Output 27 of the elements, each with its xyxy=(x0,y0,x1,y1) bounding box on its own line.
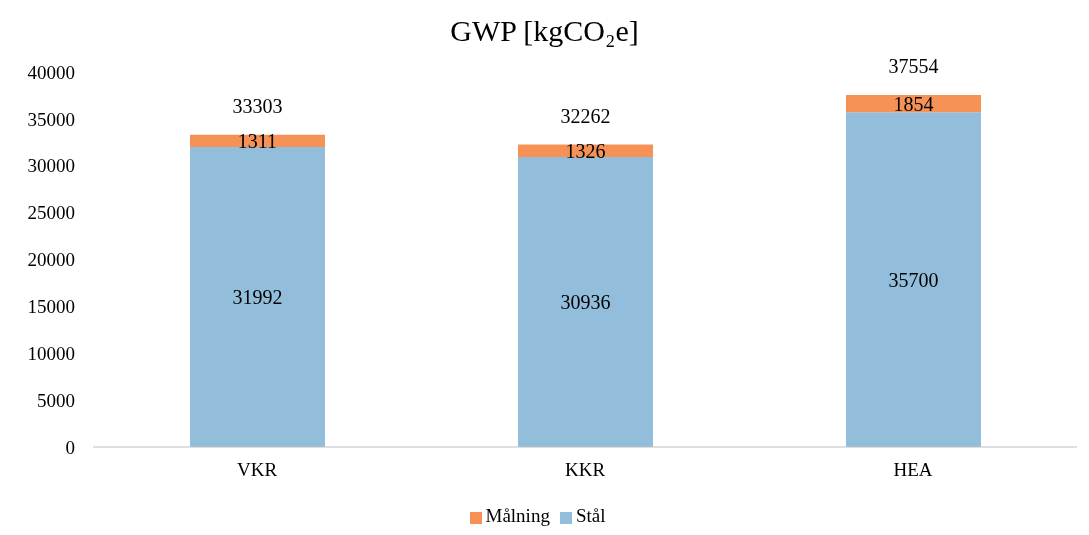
y-tick-label: 20000 xyxy=(27,249,75,271)
y-tick-label: 10000 xyxy=(27,342,75,364)
data-label: 35700 xyxy=(888,268,939,291)
y-tick-label: 30000 xyxy=(27,155,75,177)
data-label: 1311 xyxy=(237,130,278,153)
y-tick-label: 25000 xyxy=(27,202,75,224)
x-tick-label: KKR xyxy=(564,459,606,481)
data-label: 1326 xyxy=(565,139,606,162)
y-tick-label: 35000 xyxy=(27,108,75,130)
total-label: 37554 xyxy=(888,54,939,77)
data-label: 31992 xyxy=(232,286,283,309)
data-label: 30936 xyxy=(560,291,611,314)
bar xyxy=(518,156,653,447)
legend-label: Stål xyxy=(575,505,606,526)
bar xyxy=(190,147,325,447)
y-tick-label: 40000 xyxy=(27,61,75,83)
x-tick-label: VKR xyxy=(236,459,278,481)
chart-title: GWP [kgCO₂e] xyxy=(449,13,640,49)
bar xyxy=(846,112,981,447)
y-tick-label: 5000 xyxy=(37,389,75,411)
y-tick-label: 0 xyxy=(65,436,75,458)
data-label: 1854 xyxy=(893,92,934,115)
total-label: 33303 xyxy=(232,94,283,117)
y-tick-label: 15000 xyxy=(27,296,75,318)
legend-label: Målning xyxy=(485,505,550,526)
total-label: 32262 xyxy=(560,104,611,127)
x-tick-label: HEA xyxy=(893,459,933,481)
